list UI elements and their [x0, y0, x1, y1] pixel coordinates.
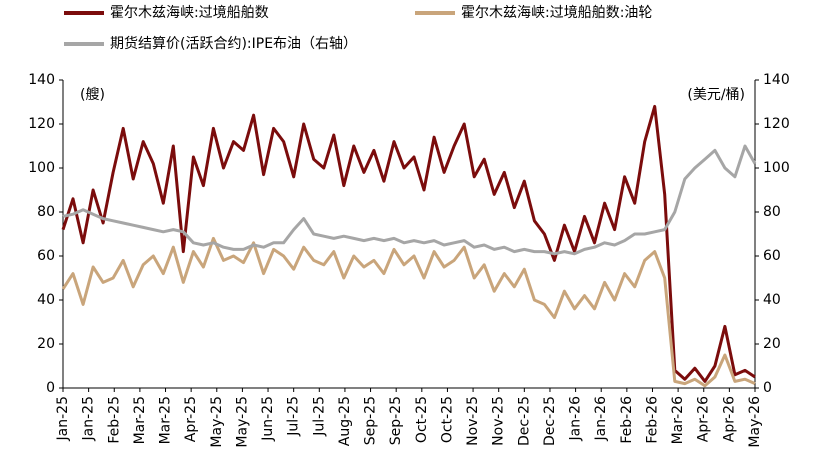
- y-tick-label: 60: [37, 248, 55, 264]
- y2-tick-label: 140: [763, 72, 790, 88]
- y2-tick-label: 80: [763, 204, 781, 220]
- x-tick-label: Feb-25: [106, 396, 122, 444]
- x-tick-label: Jan-25: [55, 396, 71, 441]
- y2-unit-label: (美元/桶): [687, 87, 745, 103]
- x-tick-label: Mar-25: [132, 396, 148, 444]
- y-unit-label: (艘): [80, 87, 105, 103]
- x-tick-label: Jul-25: [286, 396, 302, 437]
- y-tick-label: 80: [37, 204, 55, 220]
- legend-label: 霍尔木兹海峡:过境船舶数:油轮: [461, 5, 652, 21]
- y-tick-label: 140: [28, 72, 55, 88]
- x-tick-label: Jan-26: [593, 396, 609, 442]
- series-line: [62, 144, 757, 256]
- y-tick-label: 0: [46, 380, 55, 396]
- x-tick-label: Dec-25: [542, 396, 558, 446]
- x-tick-label: Nov-25: [491, 396, 507, 446]
- y-tick-label: 100: [28, 160, 55, 176]
- x-tick-label: Jun-25: [260, 396, 276, 442]
- x-tick-label: Apr-26: [696, 396, 712, 442]
- x-tick-label: Dec-25: [516, 396, 532, 446]
- y-tick-label: 20: [37, 336, 55, 352]
- legend-label: 霍尔木兹海峡:过境船舶数: [110, 5, 269, 21]
- x-tick-label: May-26: [747, 396, 763, 448]
- legend-label: 期货结算价(活跃合约):IPE布油（右轴）: [110, 35, 357, 52]
- y2-tick-label: 100: [763, 160, 790, 176]
- y2-tick-label: 0: [763, 380, 772, 396]
- x-tick-label: Jul-25: [311, 396, 327, 437]
- x-tick-label: Jan-25: [81, 396, 97, 441]
- x-tick-label: May-25: [234, 396, 250, 448]
- series-line: [61, 104, 756, 383]
- y2-tick-label: 40: [763, 292, 781, 308]
- x-tick-label: Feb-26: [644, 396, 660, 444]
- x-tick-label: Feb-26: [619, 396, 635, 444]
- x-tick-label: Oct-25: [439, 396, 455, 443]
- x-tick-label: Jan-26: [568, 396, 584, 442]
- x-tick-label: Apr-25: [183, 396, 199, 442]
- x-tick-label: Mar-25: [158, 396, 174, 444]
- y-tick-label: 120: [28, 116, 55, 132]
- series-line: [61, 236, 756, 388]
- x-tick-label: Aug-25: [337, 396, 353, 446]
- y-tick-label: 40: [37, 292, 55, 308]
- y2-tick-label: 20: [763, 336, 781, 352]
- x-tick-label: Oct-25: [414, 396, 430, 443]
- x-tick-label: Sep-25: [363, 396, 379, 445]
- x-tick-label: Sep-25: [388, 396, 404, 445]
- x-tick-label: May-25: [209, 396, 225, 448]
- y2-tick-label: 60: [763, 248, 781, 264]
- x-tick-label: Apr-26: [721, 396, 737, 442]
- y2-tick-label: 120: [763, 116, 790, 132]
- x-tick-label: Mar-26: [670, 396, 686, 444]
- x-tick-label: Nov-25: [465, 396, 481, 446]
